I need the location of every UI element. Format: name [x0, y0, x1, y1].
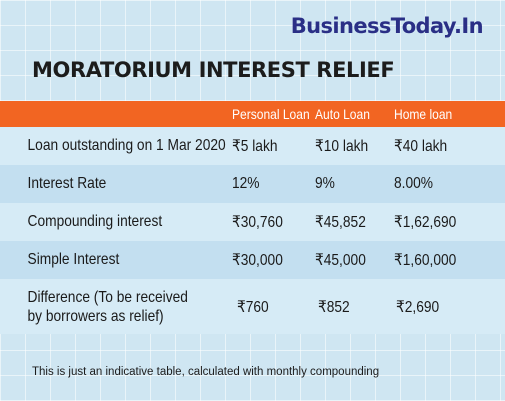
home-loan-value: ₹2,690: [395, 298, 440, 316]
row-label: Interest Rate: [27, 175, 107, 192]
table-row: Interest Rate 12% 9% 8.00%: [0, 165, 505, 203]
header-cell-home-loan: Home loan: [394, 106, 453, 122]
row-label: Simple Interest: [27, 251, 120, 268]
row-label: Compounding interest: [27, 213, 163, 230]
page-title: MORATORIUM INTEREST RELIEF: [32, 58, 395, 82]
home-loan-value: ₹1,60,000: [394, 252, 457, 269]
header-cell-auto-loan: Auto Loan: [315, 106, 370, 122]
table-row: Loan outstanding on 1 Mar 2020 ₹5 lakh ₹…: [0, 127, 505, 165]
table-header-row: Personal Loan Auto Loan Home loan: [0, 101, 505, 127]
personal-loan-value: ₹30,760: [232, 214, 283, 231]
personal-loan-value: 12%: [232, 175, 260, 192]
personal-loan-value: ₹760: [236, 298, 269, 316]
personal-loan-value: ₹30,000: [232, 252, 283, 269]
row-label: Difference (To be received by borrowers …: [27, 288, 188, 325]
brand-logo: BusinessToday.In: [290, 14, 484, 38]
table-row: Difference (To be received by borrowers …: [0, 279, 505, 334]
auto-loan-value: ₹45,852: [315, 214, 366, 231]
header-cell-personal-loan: Personal Loan: [232, 106, 310, 122]
home-loan-value: ₹40 lakh: [394, 138, 448, 155]
auto-loan-value: 9%: [315, 175, 335, 192]
auto-loan-value: ₹852: [318, 298, 350, 316]
row-label: Loan outstanding on 1 Mar 2020: [27, 137, 226, 154]
auto-loan-value: ₹10 lakh: [315, 138, 369, 155]
table-row: Compounding interest ₹30,760 ₹45,852 ₹1,…: [0, 203, 505, 241]
interest-table: Personal Loan Auto Loan Home loan Loan o…: [0, 101, 505, 334]
auto-loan-value: ₹45,000: [315, 252, 366, 269]
personal-loan-value: ₹5 lakh: [232, 138, 278, 155]
footnote: This is just an indicative table, calcul…: [32, 366, 380, 378]
home-loan-value: 8.00%: [394, 175, 434, 192]
home-loan-value: ₹1,62,690: [394, 214, 457, 231]
table-row: Simple Interest ₹30,000 ₹45,000 ₹1,60,00…: [0, 241, 505, 279]
